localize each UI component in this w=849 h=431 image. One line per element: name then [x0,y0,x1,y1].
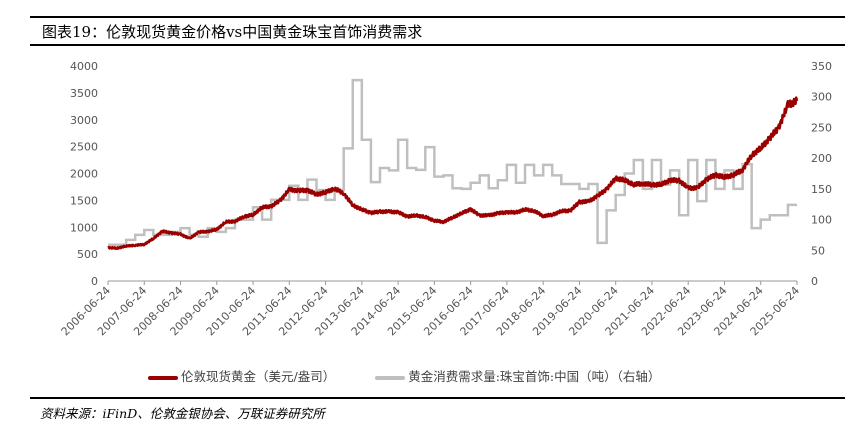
y-left-tick-label: 1000 [70,221,98,234]
y-left-tick-label: 3000 [70,114,98,127]
y-right-tick-label: 250 [811,121,832,134]
y-left-tick-label: 4000 [70,60,98,73]
y-left-tick-label: 0 [91,275,98,288]
legend-item-gold-price: 伦敦现货黄金（美元/盎司） [148,366,335,385]
series-jewelry-demand-line [108,78,797,247]
y-left-tick-label: 2500 [70,141,98,154]
y-right-tick-label: 100 [811,214,832,227]
y-right-tick-label: 200 [811,152,832,165]
y-right-tick-label: 0 [811,275,818,288]
y-left-tick-label: 500 [77,248,98,261]
y-left-tick-label: 3500 [70,87,98,100]
y-right-tick-label: 50 [811,244,825,257]
legend-swatch [148,375,178,380]
legend-swatch [375,375,406,380]
y-left-tick-label: 1500 [70,194,98,207]
y-left-tick-label: 2000 [70,168,98,181]
series-gold-price-line [107,96,799,250]
source-note: 资料来源：iFinD、伦敦金银协会、万联证券研究所 [40,406,325,421]
divider [30,397,845,399]
legend-item-jewelry-demand: 黄金消费需求量:珠宝首饰:中国（吨）（右轴） [375,366,660,385]
y-right-tick-label: 300 [811,91,832,104]
y-right-tick-label: 150 [811,183,832,196]
legend: 伦敦现货黄金（美元/盎司） 黄金消费需求量:珠宝首饰:中国（吨）（右轴） [148,366,660,385]
title-bar: 图表19：伦敦现货黄金价格vs中国黄金珠宝首饰消费需求 [30,16,845,46]
y-right-tick-label: 350 [811,60,832,73]
chart-title: 图表19：伦敦现货黄金价格vs中国黄金珠宝首饰消费需求 [42,23,423,41]
